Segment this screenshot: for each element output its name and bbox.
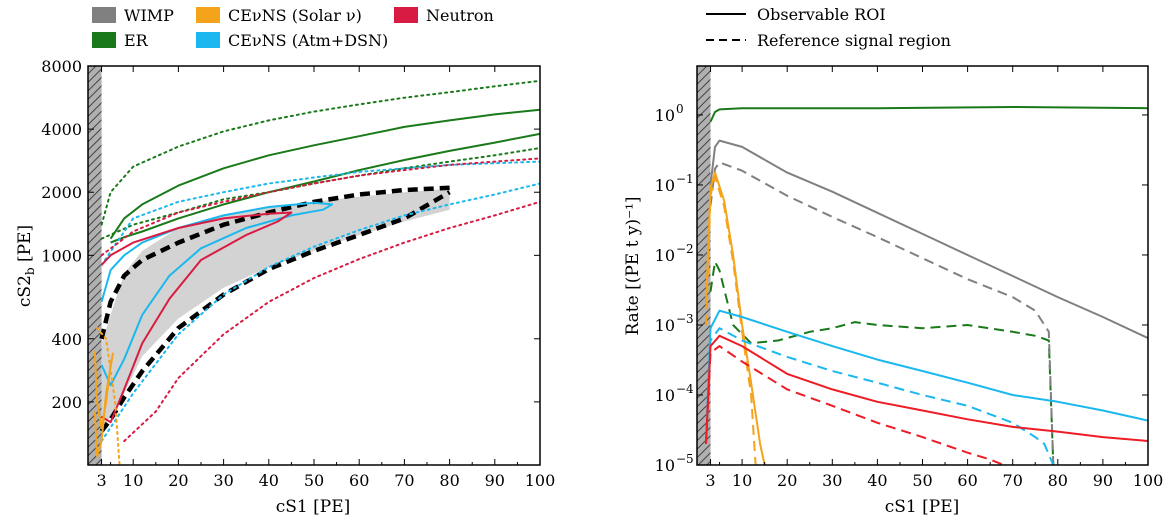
chart-right-ytick-label-2: 10 (655, 316, 675, 335)
chart-left-xtick-label-5: 50 (304, 471, 324, 490)
chart-right-xtick-label-10: 100 (1133, 471, 1164, 490)
chart-right: 3 10 20 30 40 50 60 70 80 90 10010−510−410−310−210… (623, 66, 1163, 517)
chart-left-xtick-label-4: 40 (259, 471, 279, 490)
chart-left-xtick-label-3: 30 (213, 471, 233, 490)
chart-right-xtick-label-8: 80 (1048, 471, 1068, 490)
chart-left-ytick-label-3: 2000 (41, 183, 82, 202)
legend-swatch-neutron (394, 7, 418, 23)
chart-left-ytick-label-2: 1000 (41, 246, 82, 265)
legend-item-wimp: WIMP (92, 6, 174, 25)
legend-label-solar: CEνNS (Solar ν) (228, 6, 362, 25)
chart-left-ytick-label-5: 8000 (41, 57, 82, 76)
chart-left-xtick-label-2: 20 (168, 471, 188, 490)
chart-left-xtick-label-8: 80 (439, 471, 459, 490)
chart-right-xlabel: cS1 [PE] (885, 497, 960, 517)
chart-right-xtick-label-4: 40 (867, 471, 887, 490)
legend-swatch-wimp (92, 7, 116, 23)
chart-right-ytick-label-4: 10 (655, 176, 675, 195)
chart-right-ytick-label-0: 10 (655, 456, 675, 475)
chart-right-ytick-label-3: 10 (655, 246, 675, 265)
chart-left: 3 10 20 30 40 50 60 70 80 90 100 200 400 1000 2000 4000… (15, 57, 555, 517)
chart-left-ylabel-unit: [PE] (15, 225, 35, 268)
chart-right-xtick-label-5: 50 (912, 471, 932, 490)
legend-right: Observable ROI Reference signal region (706, 5, 951, 50)
chart-right-series-0-0 (711, 107, 1149, 122)
chart-right-xtick-label-0: 3 (705, 471, 715, 490)
chart-right-series-6-0 (706, 311, 1148, 444)
chart-left-xtick-label-1: 10 (123, 471, 143, 490)
chart-right-xtick-label-9: 90 (1093, 471, 1113, 490)
chart-right-xtick-label-6: 60 (957, 471, 977, 490)
chart-right-xtick-label-3: 30 (822, 471, 842, 490)
legend-item-neutron: Neutron (394, 6, 494, 25)
chart-left-ylabel-main: cS2 (15, 275, 35, 307)
legend-swatch-atm (196, 32, 220, 48)
chart-right-ytick-exp-1: −4 (676, 382, 694, 396)
chart-right-ytick-label-1: 10 (655, 386, 675, 405)
legend-swatch-solar (196, 7, 220, 23)
legend-label-atm: CEνNS (Atm+DSN) (228, 31, 388, 50)
chart-right-series-2-0 (711, 141, 1149, 339)
chart-left-ylabel: cS2b [PE] (15, 225, 37, 307)
chart-right-ylabel: Rate [(PE t y)⁻¹] (623, 196, 643, 335)
legend-label-neutron: Neutron (426, 6, 494, 25)
chart-left-xlabel: cS1 [PE] (276, 497, 351, 517)
chart-left-xtick-label-6: 60 (349, 471, 369, 490)
chart-right-ytick-label-5: 10 (655, 106, 675, 125)
chart-right-series-9-0 (706, 346, 1004, 465)
chart-left-ytick-label-1: 400 (51, 330, 82, 349)
legend-label-wimp: WIMP (124, 6, 174, 25)
legend-label-er: ER (124, 31, 149, 50)
chart-right-ytick-exp-5: 0 (676, 102, 684, 116)
legend-label-reference: Reference signal region (757, 31, 951, 50)
chart-right-xtick-label-2: 20 (777, 471, 797, 490)
chart-left-ytick-label-4: 4000 (41, 120, 82, 139)
chart-left-xtick-label-10: 100 (525, 471, 556, 490)
legend-item-atm: CEνNS (Atm+DSN) (196, 31, 388, 50)
chart-right-xtick-label-1: 10 (732, 471, 752, 490)
chart-left-threshold-hatch (88, 66, 102, 465)
chart-left-wimp-band (102, 189, 450, 428)
chart-left-xtick-label-7: 70 (394, 471, 414, 490)
chart-right-xtick-label-7: 70 (1003, 471, 1023, 490)
chart-right-ytick-exp-2: −3 (676, 312, 694, 326)
chart-left-xtick-label-0: 3 (96, 471, 106, 490)
legend-item-er: ER (92, 31, 149, 50)
chart-right-ytick-exp-0: −5 (676, 452, 694, 466)
chart-right-ytick-exp-4: −1 (676, 172, 694, 186)
legend-left: WIMP ER CEνNS (Solar ν) CEνNS (Atm+DSN) … (92, 6, 494, 50)
chart-left-xtick-label-9: 90 (485, 471, 505, 490)
chart-right-series-7-0 (706, 328, 1053, 465)
legend-label-observable: Observable ROI (757, 5, 886, 24)
legend-item-solar: CEνNS (Solar ν) (196, 6, 362, 25)
chart-left-ytick-label-0: 200 (51, 393, 82, 412)
legend-swatch-er (92, 32, 116, 48)
chart-right-ytick-exp-3: −2 (676, 242, 694, 256)
